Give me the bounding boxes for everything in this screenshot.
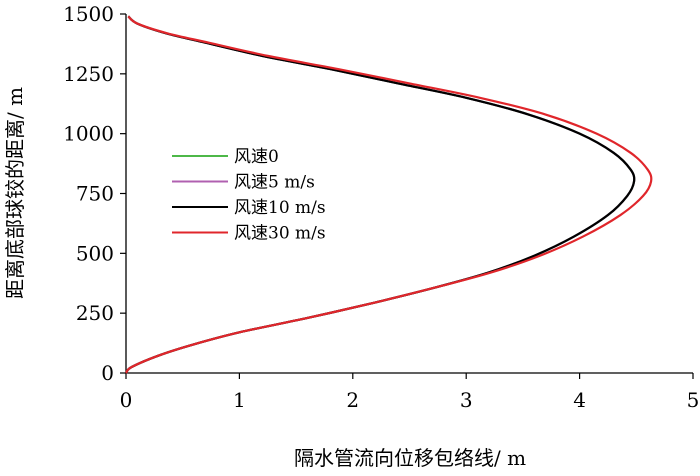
x-tick-label: 0 [120, 388, 133, 412]
series-line-3 [125, 15, 636, 374]
y-tick-label: 0 [101, 361, 114, 385]
y-tick-label: 500 [76, 241, 114, 265]
x-tick-label: 3 [460, 388, 473, 412]
x-tick-label: 2 [346, 388, 359, 412]
series-line-2 [125, 15, 636, 374]
legend: 风速0 风速5 m/s 风速10 m/s 风速30 m/s [172, 147, 326, 244]
x-tick-label: 4 [573, 388, 586, 412]
x-tick-label: 1 [233, 388, 246, 412]
axes: 0 1 2 3 4 5 0 250 500 750 1000 1250 1500 [63, 2, 699, 412]
y-axis-title: 距离底部球铰的距离/ m [3, 87, 27, 299]
x-axis-title: 隔水管流向位移包络线/ m [294, 446, 526, 470]
y-tick-label: 1000 [63, 122, 114, 146]
y-tick-label: 1500 [63, 2, 114, 26]
y-tick-label: 1250 [63, 62, 114, 86]
legend-label: 风速30 m/s [234, 224, 326, 244]
series-line-4 [125, 15, 653, 374]
legend-label: 风速10 m/s [234, 198, 326, 218]
y-tick-label: 750 [76, 182, 114, 206]
legend-label: 风速0 [234, 147, 279, 167]
y-tick-label: 250 [76, 301, 114, 325]
series-line-1 [125, 15, 636, 374]
legend-label: 风速5 m/s [234, 173, 315, 193]
x-tick-label: 5 [687, 388, 700, 412]
series-layer [125, 15, 653, 374]
